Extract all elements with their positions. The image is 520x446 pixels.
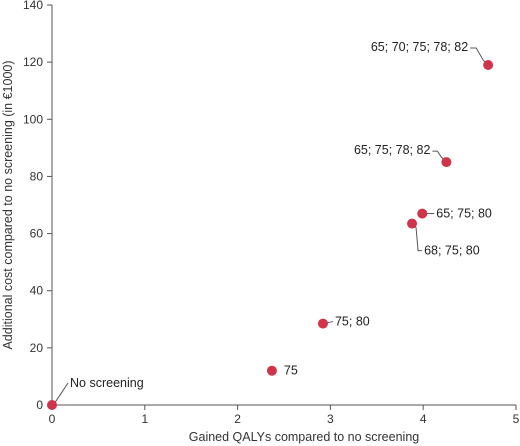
y-axis-title: Additional cost compared to no screening… (1, 60, 15, 349)
y-tick-label: 20 (30, 341, 44, 355)
data-point-group: 68; 75; 80 (407, 218, 480, 258)
data-point-group: 75; 80 (317, 315, 370, 329)
x-tick-label: 3 (327, 412, 334, 426)
y-tick-label: 100 (23, 112, 43, 126)
data-point-label: 75; 80 (335, 315, 370, 329)
x-tick-label: 5 (513, 412, 520, 426)
y-tick-label: 120 (23, 55, 43, 69)
data-point-group: 65; 75; 80 (417, 207, 492, 221)
data-point (483, 60, 494, 70)
data-point-label: 65; 75; 78; 82 (354, 143, 431, 157)
x-tick-label: 1 (141, 412, 148, 426)
data-point-group: 75 (266, 364, 298, 378)
data-point (317, 318, 328, 329)
data-point (407, 218, 418, 229)
data-point (266, 365, 277, 376)
x-axis-title: Gained QALYs compared to no screening (189, 430, 420, 444)
data-point (47, 400, 57, 410)
data-point-group: No screening (47, 376, 144, 410)
data-point-group: 65; 70; 75; 78; 82 (371, 40, 494, 70)
data-point-label: 68; 75; 80 (424, 244, 480, 258)
y-tick-label: 40 (30, 284, 44, 298)
x-tick-label: 2 (234, 412, 241, 426)
y-ticks: 0 20 40 60 80 100 120 140 (23, 0, 52, 412)
data-point-label: No screening (70, 376, 144, 390)
y-tick-label: 140 (23, 0, 43, 12)
x-tick-label: 4 (420, 412, 427, 426)
data-point-label: 65; 70; 75; 78; 82 (371, 40, 468, 54)
axes (51, 5, 516, 406)
data-points: No screening 75 75; 80 68; 75; 80 65; 75; 80… (47, 40, 494, 410)
data-point-label: 65; 75; 80 (436, 207, 492, 221)
x-tick-label: 0 (49, 412, 56, 426)
x-ticks: 0 1 2 3 4 5 (49, 405, 520, 426)
data-point (417, 208, 428, 219)
y-tick-label: 60 (30, 227, 44, 241)
y-tick-label: 80 (30, 169, 44, 183)
data-point-group: 65; 75; 78; 82 (354, 143, 452, 168)
data-point (441, 157, 452, 168)
data-point-label: 75 (284, 364, 298, 378)
y-tick-label: 0 (36, 398, 43, 412)
